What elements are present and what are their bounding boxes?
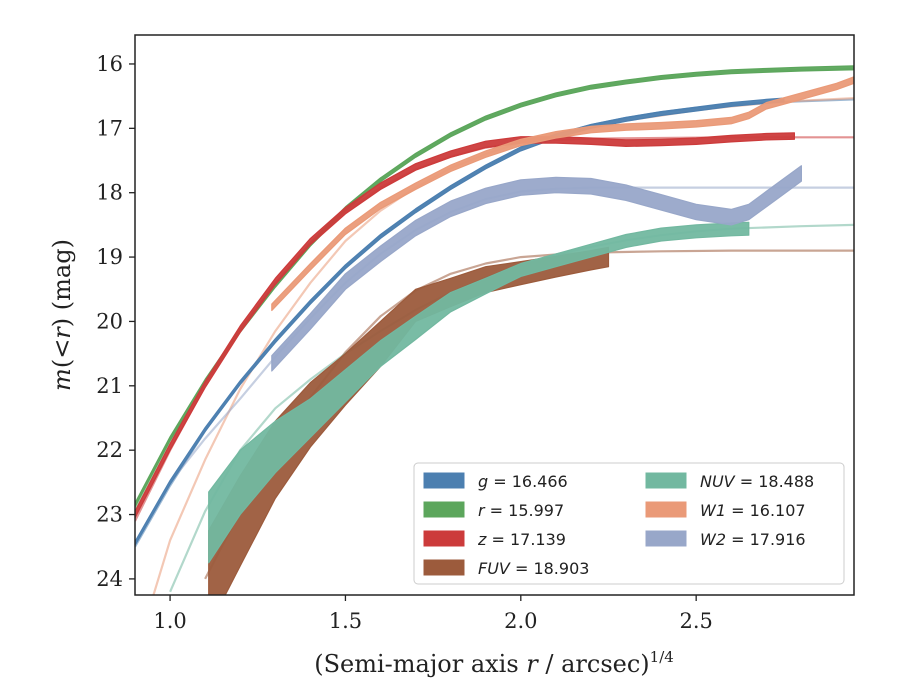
y-tick-label: 23	[96, 503, 123, 527]
y-tick-label: 24	[96, 567, 123, 591]
legend-label-w1: W1 = 16.107	[700, 501, 806, 520]
data-band-w2	[271, 165, 803, 372]
legend-swatch-g	[423, 472, 465, 489]
legend-label-fuv: FUV = 18.903	[478, 559, 589, 578]
y-tick-label: 22	[96, 438, 123, 462]
y-axis-label: m(<r) (mag)	[48, 239, 76, 391]
x-tick-label: 1.0	[153, 609, 186, 633]
legend-swatch-nuv	[645, 472, 687, 489]
x-tick-label: 1.5	[329, 609, 362, 633]
legend-label-z: z = 17.139	[477, 530, 566, 549]
legend-label-g: g = 16.466	[478, 472, 568, 491]
legend-box	[413, 462, 845, 585]
data-bands	[135, 65, 854, 595]
legend-label-w2: W2 = 17.916	[700, 530, 806, 549]
x-axis-ticks: 1.0 1.5 2.0 2.5	[153, 595, 713, 633]
y-tick-label: 18	[96, 181, 123, 205]
y-tick-label: 16	[96, 52, 123, 76]
x-axis-label: (Semi-major axis r / arcsec)1/4	[314, 648, 674, 678]
data-band-nuv	[208, 221, 750, 564]
legend-swatch-w2	[645, 530, 687, 547]
legend-swatch-fuv	[423, 559, 465, 576]
y-tick-label: 20	[96, 309, 123, 333]
legend-label-r: r = 15.997	[478, 501, 564, 520]
y-tick-label: 17	[96, 116, 123, 140]
plot-frame	[134, 34, 855, 596]
y-tick-label: 19	[96, 245, 123, 269]
legend-swatch-z	[423, 530, 465, 547]
legend: g = 16.466 r = 15.997 z = 17.139 FUV = 18.9…	[413, 462, 845, 585]
x-tick-label: 2.5	[679, 609, 712, 633]
legend-label-nuv: NUV = 18.488	[700, 472, 814, 491]
data-band-z	[135, 132, 796, 519]
y-axis-ticks: 16 17 18 19 20 21 22 23 24	[96, 52, 135, 591]
legend-swatch-w1	[645, 501, 687, 518]
legend-swatch-r	[423, 501, 465, 518]
data-band-w1	[271, 76, 854, 312]
x-tick-label: 2.0	[504, 609, 537, 633]
y-tick-label: 21	[96, 374, 123, 398]
